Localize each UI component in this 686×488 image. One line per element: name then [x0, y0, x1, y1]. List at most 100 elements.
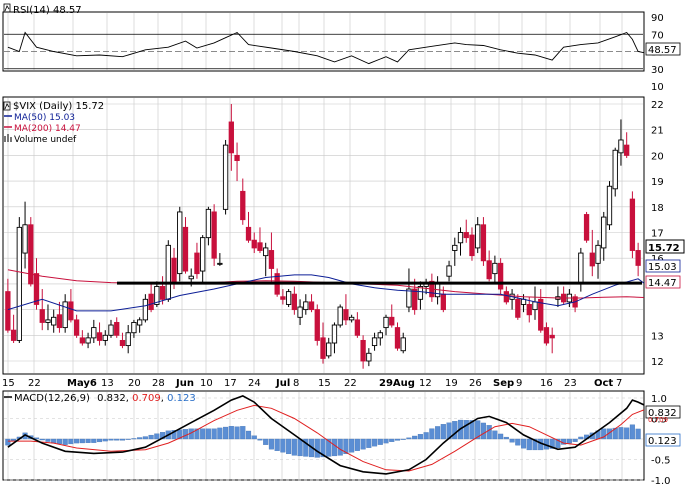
macd-legend-sep2: ,: [161, 393, 167, 404]
candle-body: [629, 198, 636, 251]
macd-histogram-bar: [532, 438, 538, 451]
macd-histogram-bar: [274, 438, 280, 451]
candle-body: [503, 291, 510, 303]
macd-histogram-bar: [85, 438, 91, 443]
candle: [194, 242, 200, 279]
candle-body: [394, 327, 401, 349]
candle: [251, 232, 257, 254]
rsi-legend: RSI(14) 48.57: [3, 3, 82, 16]
macd-histogram-bar: [526, 438, 532, 451]
candle: [331, 322, 338, 354]
candle-body: [515, 298, 521, 318]
macd-histogram-bar: [440, 424, 446, 440]
macd-histogram-bar: [291, 438, 297, 456]
candle: [240, 178, 246, 225]
macd-histogram-bar: [349, 438, 355, 453]
candle-body: [360, 339, 366, 362]
candle: [205, 206, 212, 246]
macd-histogram-bar: [498, 433, 504, 440]
candle-body: [79, 337, 86, 344]
macd-histogram-bar: [326, 438, 332, 457]
macd-histogram-bar: [423, 432, 429, 440]
candle: [475, 217, 481, 254]
date-tick-label: 24: [248, 378, 261, 389]
macd-histogram-bar: [389, 438, 395, 442]
macd-histogram-bar: [5, 438, 11, 446]
price-legend-volume: Volume undef: [14, 135, 77, 145]
candle-body: [303, 301, 309, 311]
candle-body: [583, 214, 590, 241]
macd-histogram-bar: [480, 422, 486, 440]
candle-body: [68, 301, 74, 321]
candle: [45, 304, 51, 331]
candle-body: [589, 252, 595, 267]
candle: [102, 330, 108, 346]
macd-histogram-bar: [635, 428, 641, 440]
candle-body: [331, 324, 338, 344]
candle: [366, 348, 372, 367]
candle-body: [343, 309, 349, 321]
ma50-tag: 15.03: [645, 259, 681, 273]
macd-tick-label: 0.5: [651, 415, 667, 426]
macd-histogram-bar: [297, 438, 303, 457]
candle-body: [601, 216, 607, 249]
macd-tick-label: -0.5: [651, 456, 671, 467]
axis-layer: 15 22 May6 13 20 28 Jun 10 17 24 Jul 8 15 22 29Aug 12 19…: [2, 13, 671, 487]
macd-histogram-bar: [331, 438, 338, 457]
candle-body: [543, 327, 550, 344]
candle-body: [417, 286, 424, 300]
candle-body: [578, 252, 584, 285]
candle-body: [182, 226, 189, 272]
volume-icon: [4, 134, 12, 142]
candle-body: [114, 322, 120, 336]
candle: [326, 337, 332, 359]
candle-body: [33, 273, 40, 305]
candle-body: [452, 244, 458, 251]
macd-histogram-bar: [114, 438, 120, 441]
candle-body: [406, 288, 412, 308]
date-tick-label: Oct: [594, 378, 613, 389]
candle: [68, 289, 74, 323]
macd-histogram-bar: [39, 438, 45, 441]
date-tick-label: May6: [67, 378, 97, 389]
candle-body: [480, 224, 487, 262]
macd-histogram-bar: [125, 438, 131, 440]
candle-body: [251, 239, 257, 249]
candle-body: [45, 319, 51, 323]
candle: [601, 211, 607, 261]
candle: [222, 139, 229, 215]
macd-histogram-bar: [45, 438, 51, 442]
candle-body: [165, 244, 171, 300]
price-last-tag: 15.72: [645, 239, 685, 254]
candle-body: [10, 329, 17, 341]
macd-histogram-bar: [108, 438, 114, 441]
candle-body: [263, 247, 269, 257]
candle: [245, 211, 252, 243]
candle-body: [102, 334, 108, 341]
candle-body: [131, 322, 137, 334]
candle: [182, 217, 189, 274]
macd-histogram-bar: [515, 438, 521, 446]
candle: [280, 289, 286, 305]
macd-histogram-bar: [245, 430, 252, 440]
candle-body: [469, 234, 475, 257]
macd-histogram-bar: [96, 438, 103, 443]
candle: [73, 314, 80, 338]
price-tick-label: 13: [651, 331, 664, 342]
macd-histogram-bar: [417, 434, 423, 440]
macd-histogram-bar: [280, 438, 286, 453]
candle-body: [412, 288, 418, 311]
macd-histogram-bar: [509, 438, 515, 443]
macd-histogram-bar: [303, 438, 309, 457]
candle: [79, 330, 86, 346]
macd-histogram-bar: [452, 421, 458, 440]
candle: [10, 314, 17, 344]
candle: [108, 319, 114, 338]
date-tick-label: 16: [540, 378, 553, 389]
macd-histogram-bar: [171, 430, 177, 440]
macd-histogram-bar: [251, 435, 257, 440]
candle: [125, 325, 131, 354]
macd-histogram-bar: [74, 438, 80, 444]
candle-body: [463, 232, 469, 239]
